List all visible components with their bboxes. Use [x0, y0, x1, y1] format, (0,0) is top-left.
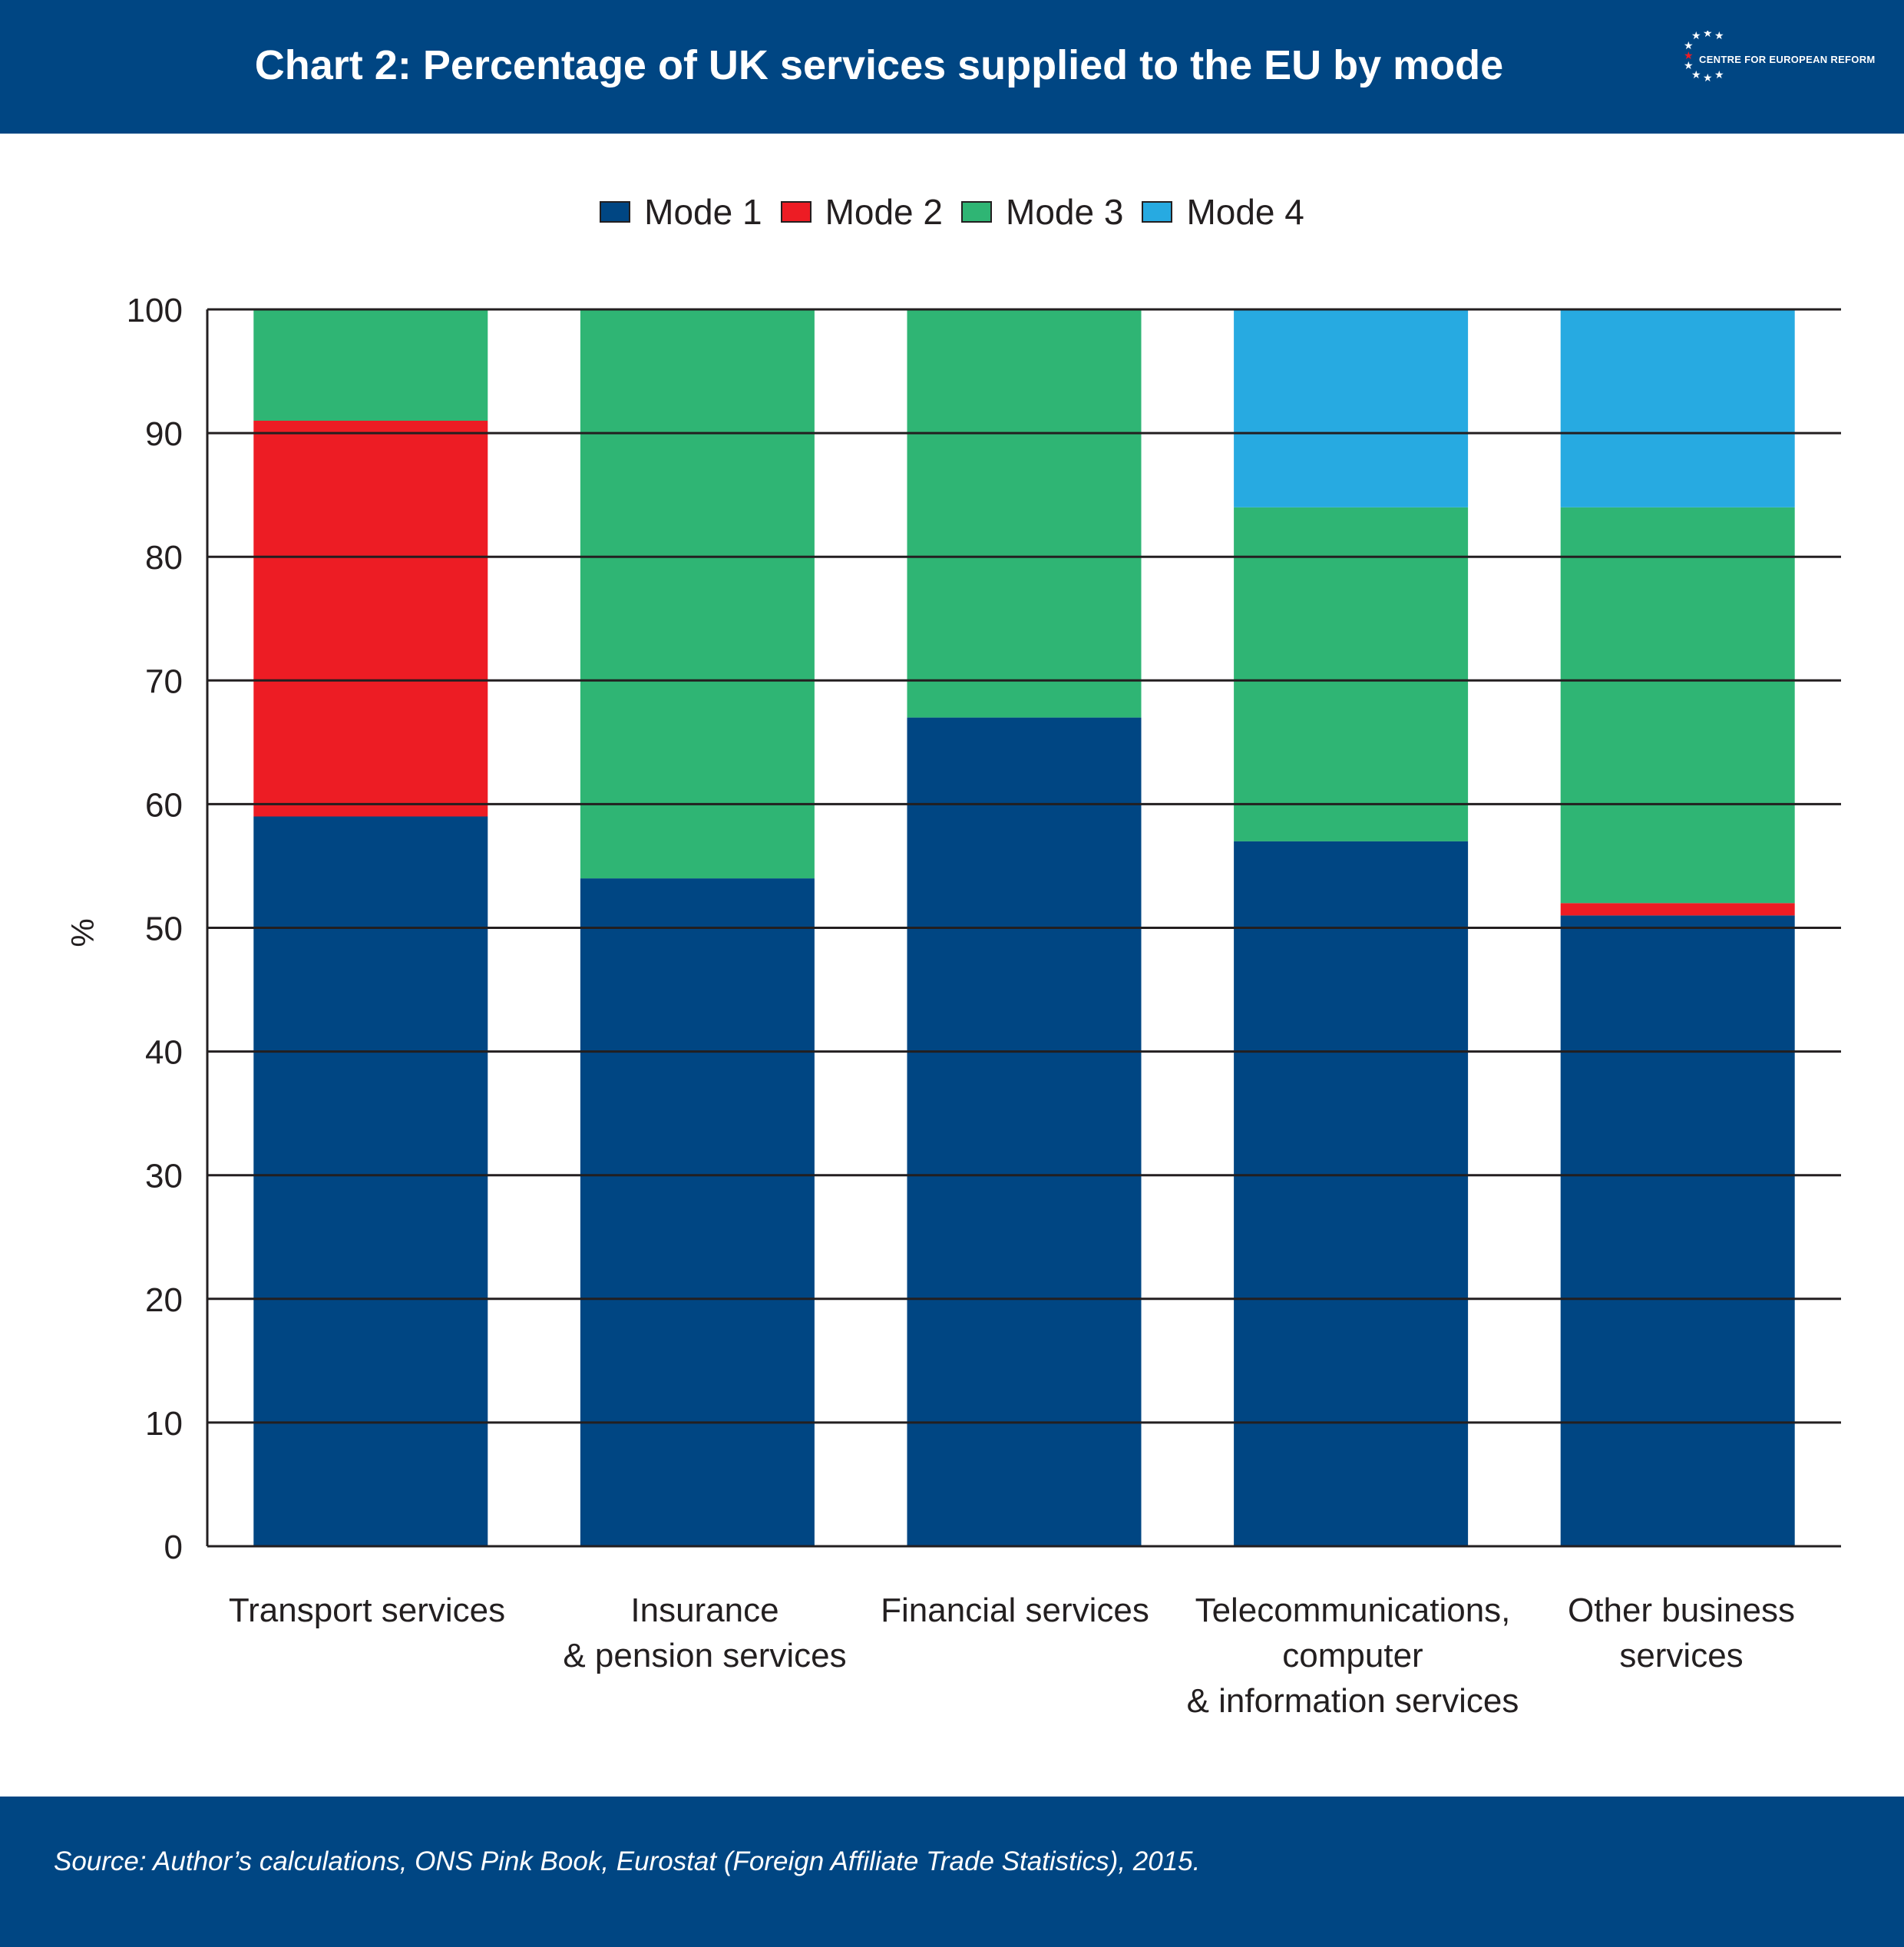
- bar-segment: [907, 717, 1142, 1546]
- legend-item: Mode 2: [780, 191, 943, 233]
- x-tick-label: Insurance & pension services: [563, 1592, 846, 1674]
- x-labels-group: Transport services Insurance & pension ser…: [229, 1592, 1795, 1720]
- y-axis-label: %: [64, 918, 101, 947]
- y-tick-label: 50: [145, 911, 183, 948]
- svg-text:★: ★: [1684, 50, 1694, 62]
- x-tick-label-line: Telecommunications,: [1195, 1592, 1511, 1629]
- bars-group: [253, 309, 1795, 1546]
- chart-title: Chart 2: Percentage of UK services suppl…: [254, 42, 1504, 88]
- bar-segment: [253, 816, 488, 1546]
- gridlines-group: 0 10 20 30 40 50 60 70 80 90 100: [127, 292, 1841, 1566]
- bar-segment: [580, 878, 815, 1546]
- bar-segment: [1234, 507, 1469, 841]
- bar-segment: [253, 421, 488, 817]
- legend-swatch: [1142, 201, 1173, 223]
- bar-segment: [907, 309, 1142, 718]
- y-tick-label: 70: [145, 663, 183, 700]
- y-tick-label: 100: [127, 292, 183, 329]
- footer-banner: [0, 1797, 1904, 1947]
- svg-text:★: ★: [1703, 72, 1713, 84]
- legend-swatch: [780, 201, 812, 223]
- legend-label: Mode 1: [644, 192, 762, 232]
- bar-segment: [1234, 309, 1469, 507]
- x-tick-label-line: Other business: [1568, 1592, 1795, 1629]
- x-tick-label-line: Transport services: [229, 1592, 505, 1629]
- y-tick-label: 0: [164, 1529, 183, 1566]
- svg-text:★: ★: [1714, 31, 1724, 42]
- x-tick-label: Other business services: [1568, 1592, 1795, 1674]
- bar-segment: [1234, 841, 1469, 1546]
- legend-item: Mode 4: [1142, 191, 1304, 233]
- legend-item: Mode 1: [600, 191, 762, 233]
- bar-segment: [1560, 507, 1795, 904]
- logo-text: CENTRE FOR EUROPEAN REFORM: [1699, 54, 1876, 65]
- svg-text:★: ★: [1684, 40, 1694, 52]
- y-tick-label: 20: [145, 1281, 183, 1319]
- legend-swatch: [600, 201, 631, 223]
- y-tick-label: 60: [145, 786, 183, 824]
- source-note: Source: Author’s calculations, ONS Pink …: [54, 1846, 1201, 1876]
- x-tick-label-line: computer: [1282, 1637, 1423, 1674]
- y-tick-label: 90: [145, 415, 183, 453]
- y-tick-label: 80: [145, 539, 183, 577]
- legend-label: Mode 2: [825, 192, 943, 232]
- header-banner: Chart 2: Percentage of UK services suppl…: [0, 0, 1904, 134]
- svg-text:★: ★: [1684, 60, 1694, 72]
- bar-segment: [253, 309, 488, 421]
- y-tick-label: 10: [145, 1405, 183, 1443]
- x-tick-label: Transport services: [229, 1592, 505, 1629]
- svg-text:★: ★: [1714, 69, 1724, 81]
- cer-logo-stars-icon: ★ ★ ★ ★ ★ ★ ★ ★ ★: [1684, 31, 1724, 84]
- x-tick-label-line: services: [1619, 1637, 1743, 1674]
- bar-segment: [1560, 309, 1795, 507]
- bar-segment: [1560, 903, 1795, 916]
- chart-plot: 0 10 20 30 40 50 60 70 80 90 100% Transport service…: [64, 292, 1841, 1720]
- y-tick-label: 30: [145, 1158, 183, 1195]
- svg-text:★: ★: [1703, 31, 1713, 40]
- svg-text:★: ★: [1691, 31, 1701, 42]
- chart-legend: Mode 1 Mode 2 Mode 3 Mode 4: [0, 189, 1904, 235]
- x-tick-label: Financial services: [881, 1592, 1149, 1629]
- y-tick-label: 40: [145, 1034, 183, 1072]
- svg-text:★: ★: [1691, 69, 1701, 81]
- x-tick-label-line: Insurance: [630, 1592, 778, 1629]
- x-tick-label: Telecommunications, computer & information…: [1187, 1592, 1519, 1720]
- legend-label: Mode 4: [1186, 192, 1304, 232]
- legend-swatch: [961, 201, 992, 223]
- bar-segment: [1560, 915, 1795, 1546]
- legend-label: Mode 3: [1006, 192, 1124, 232]
- x-tick-label-line: & information services: [1187, 1682, 1519, 1720]
- legend-item: Mode 3: [961, 191, 1123, 233]
- x-tick-label-line: & pension services: [563, 1637, 846, 1674]
- x-tick-label-line: Financial services: [881, 1592, 1149, 1629]
- bar-segment: [580, 309, 815, 879]
